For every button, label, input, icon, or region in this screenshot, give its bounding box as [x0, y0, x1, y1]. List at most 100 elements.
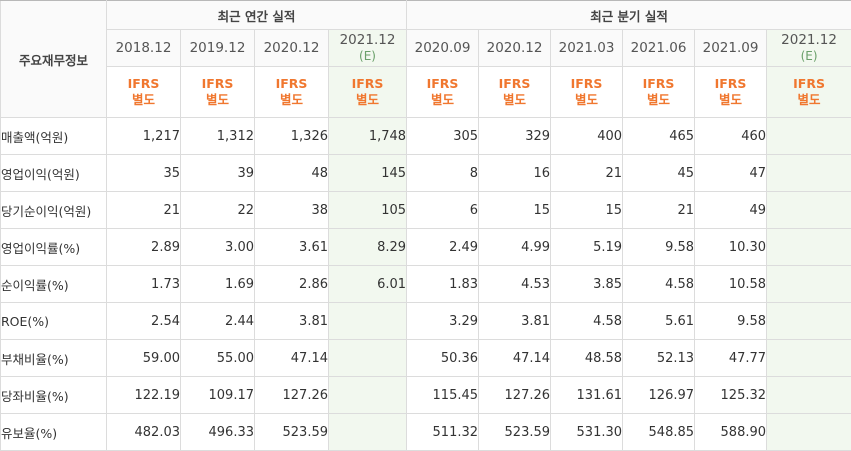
table-cell: 131.61 [551, 377, 623, 414]
table-cell: 8.29 [329, 229, 407, 266]
period-date-label: 2021.12 [329, 32, 406, 48]
table-cell: 47.77 [695, 340, 767, 377]
table-cell: 531.30 [551, 414, 623, 451]
table-cell: 9.58 [695, 303, 767, 340]
table-cell: 21 [623, 192, 695, 229]
ifrs-label: IFRS [479, 76, 550, 92]
table-cell: 3.81 [479, 303, 551, 340]
table-cell: 10.30 [695, 229, 767, 266]
separate-label: 별도 [407, 92, 478, 108]
row-label: 영업이익률(%) [1, 229, 107, 266]
table-cell: 1,312 [181, 118, 255, 155]
table-cell: 2.54 [107, 303, 181, 340]
table-cell: 38 [255, 192, 329, 229]
table-cell: 105 [329, 192, 407, 229]
separate-label: 별도 [329, 92, 406, 108]
table-cell: 2.89 [107, 229, 181, 266]
table-cell: 523.59 [479, 414, 551, 451]
row-label-header: 주요재무정보 [1, 1, 107, 118]
table-cell: 1,217 [107, 118, 181, 155]
table-cell: 10.58 [695, 266, 767, 303]
table-cell: 482.03 [107, 414, 181, 451]
table-cell [767, 414, 851, 451]
table-cell: 122.19 [107, 377, 181, 414]
table-cell: 21 [107, 192, 181, 229]
separate-label: 별도 [551, 92, 622, 108]
table-cell: 3.00 [181, 229, 255, 266]
table-cell: 35 [107, 155, 181, 192]
row-label: 부채비율(%) [1, 340, 107, 377]
table-cell: 4.99 [479, 229, 551, 266]
table-cell: 115.45 [407, 377, 479, 414]
table-cell: 2.49 [407, 229, 479, 266]
annual-group-header: 최근 연간 실적 [107, 1, 407, 30]
table-cell [767, 303, 851, 340]
ifrs-label: IFRS [255, 76, 328, 92]
table-cell: 16 [479, 155, 551, 192]
period-date-header: 2020.09 [407, 30, 479, 67]
table-cell: 3.85 [551, 266, 623, 303]
ifrs-label: IFRS [181, 76, 254, 92]
row-label: 당좌비율(%) [1, 377, 107, 414]
period-group-header-row: 주요재무정보 최근 연간 실적 최근 분기 실적 [1, 1, 851, 30]
table-cell: 125.32 [695, 377, 767, 414]
table-cell: 127.26 [479, 377, 551, 414]
ifrs-label: IFRS [107, 76, 180, 92]
table-cell [767, 118, 851, 155]
table-cell: 1.69 [181, 266, 255, 303]
estimate-marker: (E) [767, 48, 851, 64]
separate-label: 별도 [255, 92, 328, 108]
table-cell: 48.58 [551, 340, 623, 377]
period-date-header: 2020.12 [255, 30, 329, 67]
separate-label: 별도 [695, 92, 766, 108]
table-cell: 460 [695, 118, 767, 155]
table-cell [329, 340, 407, 377]
quarter-group-header: 최근 분기 실적 [407, 1, 851, 30]
table-cell: 55.00 [181, 340, 255, 377]
table-cell: 109.17 [181, 377, 255, 414]
separate-label: 별도 [479, 92, 550, 108]
estimate-marker: (E) [329, 48, 406, 64]
separate-label: 별도 [767, 92, 851, 108]
table-cell: 21 [551, 155, 623, 192]
period-date-header: 2021.12(E) [767, 30, 851, 67]
table-cell [767, 377, 851, 414]
table-cell: 127.26 [255, 377, 329, 414]
table-cell: 588.90 [695, 414, 767, 451]
table-cell: 45 [623, 155, 695, 192]
table-cell: 5.61 [623, 303, 695, 340]
period-date-header: 2021.06 [623, 30, 695, 67]
row-label: 영업이익(억원) [1, 155, 107, 192]
table-cell: 4.58 [551, 303, 623, 340]
table-cell [329, 303, 407, 340]
table-cell [329, 414, 407, 451]
ifrs-label: IFRS [623, 76, 694, 92]
separate-label: 별도 [181, 92, 254, 108]
table-cell: 145 [329, 155, 407, 192]
table-cell: 3.29 [407, 303, 479, 340]
table-cell: 47.14 [255, 340, 329, 377]
ifrs-label: IFRS [329, 76, 406, 92]
separate-label: 별도 [623, 92, 694, 108]
table-cell: 548.85 [623, 414, 695, 451]
table-cell: 1.73 [107, 266, 181, 303]
table-cell [767, 266, 851, 303]
row-label: ROE(%) [1, 303, 107, 340]
table-cell: 52.13 [623, 340, 695, 377]
table-cell: 39 [181, 155, 255, 192]
ifrs-label: IFRS [695, 76, 766, 92]
